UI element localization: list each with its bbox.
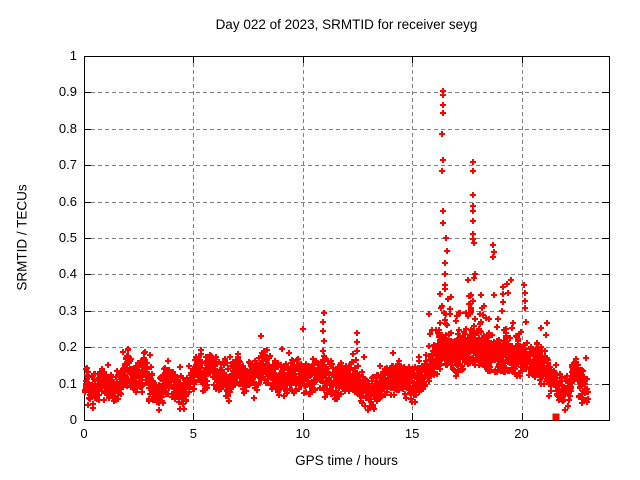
y-tick-label: 0.9 — [58, 84, 77, 100]
data-point-filled-square — [552, 413, 560, 421]
x-tick-label: 20 — [514, 426, 529, 441]
x-tick-label: 10 — [295, 426, 310, 441]
x-tick-label: 0 — [80, 426, 88, 441]
y-tick-label: 0.3 — [58, 302, 77, 318]
y-tick-label: 0.5 — [58, 230, 77, 245]
x-tick-label: 5 — [189, 426, 197, 441]
y-tick-label: 0.1 — [58, 375, 77, 391]
x-tick-label: 15 — [404, 426, 420, 441]
y-tick-label: 0 — [69, 412, 77, 427]
y-tick-label: 0.4 — [58, 266, 77, 282]
x-axis-label: GPS time / hours — [295, 453, 398, 468]
chart-title: Day 022 of 2023, SRMTID for receiver sey… — [215, 17, 478, 32]
y-tick-label: 0.2 — [58, 339, 77, 355]
y-tick-label: 1 — [69, 48, 77, 63]
y-tick-label: 0.6 — [58, 193, 77, 209]
y-tick-label: 0.8 — [58, 120, 77, 136]
data-points-plus-markers — [82, 88, 591, 413]
y-tick-label: 0.7 — [58, 157, 77, 173]
